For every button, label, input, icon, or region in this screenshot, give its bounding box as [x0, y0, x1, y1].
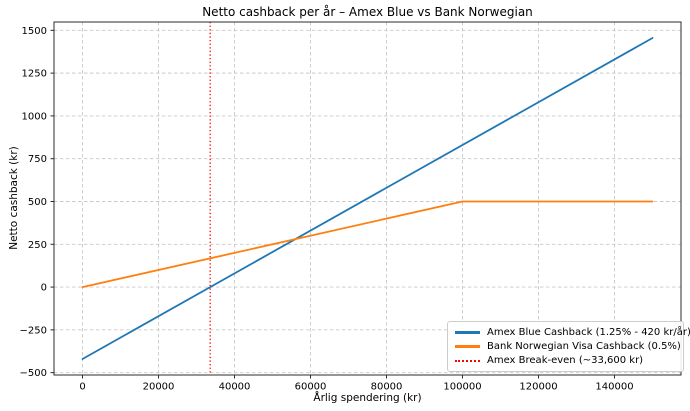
y-tick-label: 250 — [28, 240, 47, 251]
legend-label-break-even: Amex Break-even (~33,600 kr) — [487, 355, 644, 366]
plot-border — [53, 21, 682, 376]
x-tick-label: 140000 — [595, 382, 633, 393]
x-tick-label: 80000 — [371, 382, 403, 393]
legend-item-bank-norwegian: Bank Norwegian Visa Cashback (0.5%) — [455, 341, 681, 352]
y-tick-label: 1500 — [22, 26, 47, 37]
y-tick-label: 1250 — [22, 69, 47, 80]
legend-label-amex-blue: Amex Blue Cashback (1.25% - 420 kr/år) — [487, 327, 690, 338]
x-tick-label: 40000 — [219, 382, 251, 393]
legend-label-bank-norwegian: Bank Norwegian Visa Cashback (0.5%) — [487, 341, 681, 352]
chart-title: Netto cashback per år – Amex Blue vs Ban… — [202, 5, 533, 19]
series-line-1 — [81, 200, 654, 289]
series-line-0 — [81, 37, 654, 360]
x-tick-label: 120000 — [519, 382, 557, 393]
break-even-line-sample — [455, 359, 480, 362]
amex-blue-line-sample — [455, 331, 480, 334]
x-tick-label: 0 — [79, 382, 85, 393]
legend-item-amex-blue: Amex Blue Cashback (1.25% - 420 kr/år) — [455, 327, 690, 338]
x-axis-label: Årlig spendering (kr) — [313, 392, 422, 404]
legend: Amex Blue Cashback (1.25% - 420 kr/år) B… — [447, 321, 690, 372]
x-tick-label: 20000 — [143, 382, 175, 393]
y-tick-label: 1000 — [22, 111, 47, 122]
x-tick-label: 100000 — [443, 382, 481, 393]
y-tick-label: 500 — [28, 197, 47, 208]
legend-item-break-even: Amex Break-even (~33,600 kr) — [455, 355, 677, 366]
y-tick-label: 750 — [28, 154, 47, 165]
y-tick-label: 0 — [41, 283, 47, 294]
bank-norwegian-line-sample — [455, 345, 480, 348]
y-tick-label: −250 — [20, 325, 47, 336]
y-tick-label: −500 — [20, 368, 47, 379]
x-tick-label: 60000 — [295, 382, 327, 393]
